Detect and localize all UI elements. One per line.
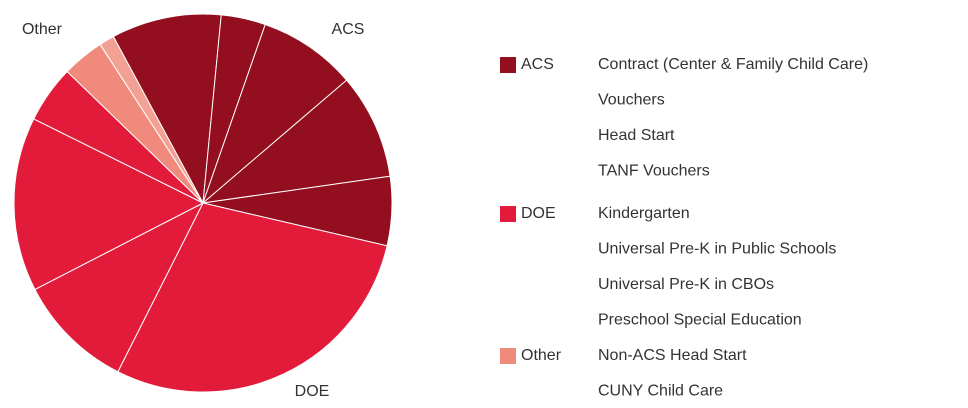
legend-item: Preschool Special Education	[598, 312, 802, 329]
pie-slice	[201, 23, 348, 205]
legend-item: Vouchers	[598, 92, 665, 109]
pie-slice	[117, 202, 388, 393]
pie-slice	[34, 201, 205, 373]
legend-item: Non-ACS Head Start	[598, 347, 747, 364]
pie-slice	[201, 79, 391, 204]
legend-item: Universal Pre-K in CBOs	[598, 276, 774, 293]
legend-item: Contract (Center & Family Child Care)	[598, 56, 868, 73]
slice-label: ACS	[332, 21, 365, 38]
legend-group: ACS	[521, 56, 554, 73]
pie-slice	[13, 118, 205, 291]
pie-slice	[99, 35, 204, 204]
legend-swatch	[500, 57, 516, 73]
legend-item: Kindergarten	[598, 205, 690, 222]
pie-slice	[112, 13, 222, 205]
legend-swatch	[500, 206, 516, 222]
legend-item: CUNY Child Care	[598, 383, 723, 400]
slice-label: Other	[22, 21, 63, 38]
legend-item: TANF Vouchers	[598, 163, 710, 180]
legend-group: DOE	[521, 205, 556, 222]
legend-group: Other	[521, 347, 562, 364]
slice-label: DOE	[295, 383, 330, 400]
legend-item: Head Start	[598, 127, 675, 144]
legend-item: Universal Pre-K in Public Schools	[598, 241, 836, 258]
legend-swatch	[500, 348, 516, 364]
